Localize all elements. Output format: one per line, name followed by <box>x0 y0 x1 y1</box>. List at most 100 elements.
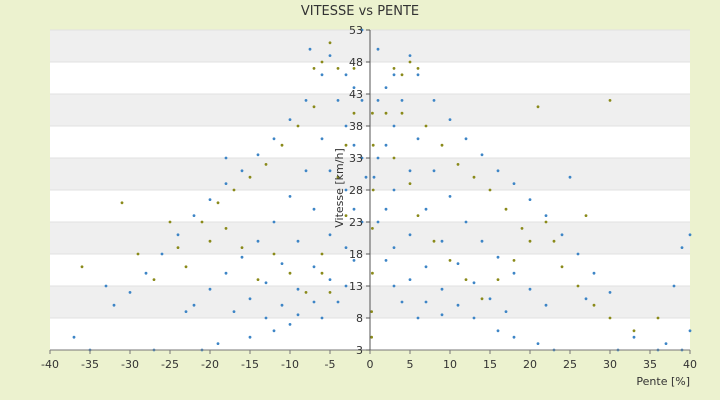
data-point <box>384 111 388 115</box>
data-point <box>224 182 228 186</box>
data-point <box>168 220 172 224</box>
data-point <box>216 342 220 345</box>
data-point <box>688 233 692 237</box>
data-point <box>672 284 676 288</box>
data-point <box>424 265 428 269</box>
data-point <box>272 137 276 141</box>
data-point <box>352 259 356 262</box>
data-point <box>480 239 484 243</box>
data-point <box>344 246 348 250</box>
data-point <box>352 143 356 147</box>
data-point <box>232 310 236 313</box>
data-point <box>224 156 228 160</box>
data-point <box>280 262 284 265</box>
x-tick-label: 30 <box>603 358 617 371</box>
chart-title: VITESSE vs PENTE <box>301 4 419 19</box>
data-point <box>208 239 212 243</box>
x-tick-label: -20 <box>201 358 219 371</box>
x-tick-label: 5 <box>407 358 414 371</box>
x-tick-label: -40 <box>41 358 59 371</box>
x-tick-label: -30 <box>121 358 139 371</box>
data-point <box>512 259 516 262</box>
data-point <box>304 99 308 102</box>
data-point <box>240 246 244 250</box>
data-point <box>336 300 340 304</box>
data-point <box>248 175 252 179</box>
data-point <box>592 271 596 275</box>
data-point <box>176 246 180 250</box>
data-point <box>384 143 388 147</box>
data-point <box>312 300 316 304</box>
data-point <box>568 175 572 179</box>
data-point <box>296 287 300 291</box>
data-point <box>256 239 260 243</box>
data-point <box>320 137 324 141</box>
data-point <box>376 220 380 224</box>
data-point <box>408 278 412 281</box>
data-point <box>312 207 316 211</box>
data-point <box>352 207 356 211</box>
data-point <box>280 303 284 307</box>
data-point <box>248 297 252 301</box>
data-point <box>272 220 276 224</box>
data-point <box>360 99 364 102</box>
data-point <box>248 335 252 339</box>
data-point <box>456 262 460 265</box>
data-point <box>384 259 388 262</box>
data-point <box>496 169 500 173</box>
data-point <box>320 73 324 77</box>
y-tick-label: 23 <box>349 216 363 229</box>
data-point <box>208 198 212 202</box>
data-point <box>584 297 588 301</box>
data-point <box>320 60 324 64</box>
data-point <box>536 342 540 345</box>
data-point <box>552 239 556 243</box>
data-point <box>312 67 316 70</box>
data-point <box>288 118 292 121</box>
data-point <box>200 220 204 224</box>
data-point <box>424 124 428 128</box>
data-point <box>432 169 436 173</box>
data-point <box>392 284 396 288</box>
data-point <box>392 73 396 77</box>
data-point <box>528 198 532 202</box>
data-point <box>256 278 260 281</box>
data-point <box>371 188 375 192</box>
data-point <box>352 111 356 115</box>
data-point <box>408 169 412 173</box>
x-tick-label: 20 <box>523 358 537 371</box>
data-point <box>208 287 212 291</box>
data-point <box>608 291 612 294</box>
data-point <box>400 300 404 304</box>
data-point <box>416 67 420 70</box>
data-point <box>400 111 404 115</box>
data-point <box>320 316 324 320</box>
data-point <box>288 195 292 198</box>
data-point <box>608 316 612 320</box>
data-point <box>372 175 376 179</box>
data-point <box>370 310 373 313</box>
data-point <box>392 188 396 192</box>
data-point <box>370 335 373 339</box>
data-point <box>416 73 420 77</box>
data-point <box>392 156 396 160</box>
y-tick-label: 13 <box>349 280 363 293</box>
data-point <box>504 310 508 313</box>
data-point <box>344 143 348 147</box>
data-point <box>264 316 268 320</box>
data-point <box>480 153 484 157</box>
data-point <box>320 252 324 256</box>
data-point <box>464 220 468 224</box>
data-point <box>264 281 268 285</box>
data-point <box>536 105 540 109</box>
data-points <box>72 28 692 352</box>
data-point <box>320 271 324 275</box>
data-point <box>312 265 316 269</box>
data-point <box>336 175 340 179</box>
data-point <box>288 323 292 326</box>
data-point <box>256 153 260 157</box>
data-point <box>272 329 276 333</box>
data-point <box>440 239 444 243</box>
data-point <box>192 214 196 218</box>
